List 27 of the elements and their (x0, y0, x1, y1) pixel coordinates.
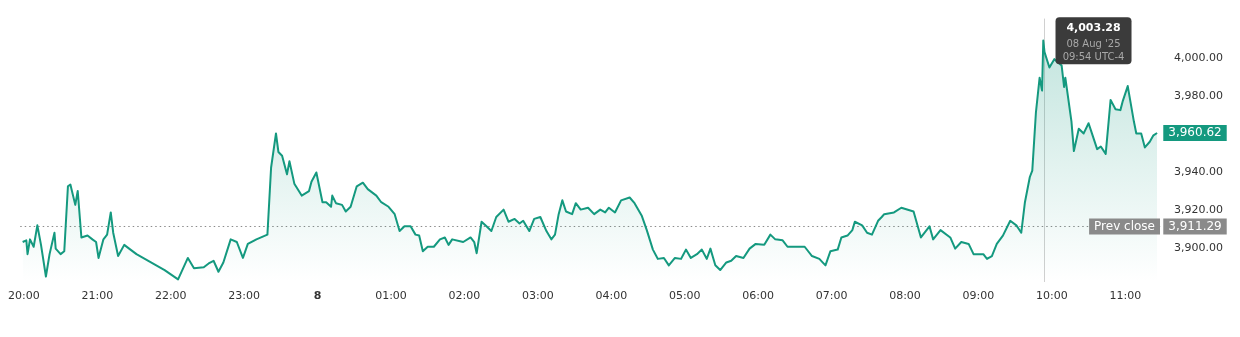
x-tick-label: 23:00 (228, 289, 261, 303)
annotation: 08 Aug '25 (1066, 37, 1121, 49)
x-tick-label: 22:00 (154, 289, 187, 303)
x-tick-label: 02:00 (448, 289, 481, 303)
y-tick-label: 3,980.00 (1174, 89, 1223, 103)
x-tick-label: 10:00 (1036, 289, 1068, 303)
x-tick-label: 09:00 (962, 289, 995, 303)
annotation: 4,003.28 (1066, 21, 1121, 35)
annotation: 3,911.29 (1168, 218, 1222, 233)
annotation: 09:54 UTC-4 (1062, 50, 1125, 62)
x-tick-label: 03:00 (522, 289, 554, 303)
x-tick-label: 01:00 (375, 289, 407, 303)
y-tick-label: 3,900.00 (1174, 240, 1223, 254)
x-tick-label: 04:00 (595, 289, 628, 303)
x-tick-label: 21:00 (81, 289, 114, 303)
x-tick-label: 05:00 (668, 289, 701, 303)
x-tick-label: 07:00 (815, 289, 848, 303)
y-tick-label: 4,000.00 (1174, 51, 1223, 65)
x-tick-label: 11:00 (1109, 289, 1142, 303)
x-tick-label: 08:00 (889, 289, 921, 303)
y-tick-label: 3,940.00 (1174, 164, 1223, 178)
y-tick-label: 3,920.00 (1174, 202, 1223, 216)
ref-line-label: Prev close (1094, 218, 1155, 233)
x-tick-label: 20:00 (8, 289, 40, 303)
x-tick-label: 8 (313, 289, 322, 303)
x-tick-label: 06:00 (742, 289, 774, 303)
data-label: 3,960.62 (1168, 125, 1222, 140)
